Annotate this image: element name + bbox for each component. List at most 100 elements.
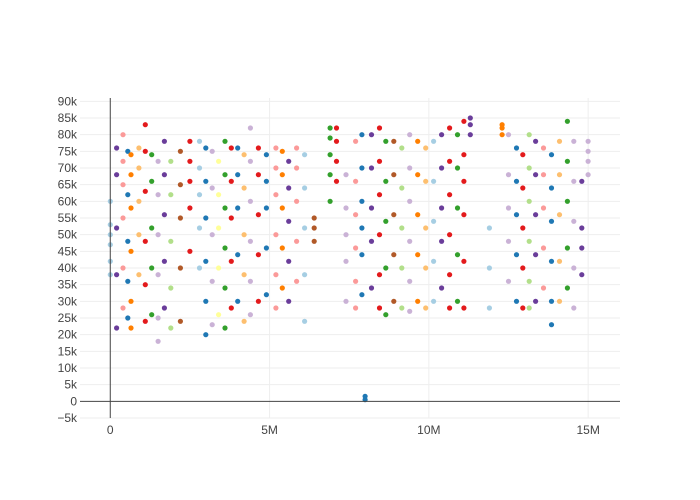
data-point[interactable] [343, 172, 349, 178]
data-point[interactable] [203, 258, 209, 264]
data-point[interactable] [222, 138, 228, 144]
data-point[interactable] [114, 325, 120, 331]
data-point[interactable] [571, 178, 577, 184]
data-point[interactable] [142, 318, 148, 324]
data-point[interactable] [168, 238, 174, 244]
data-point[interactable] [461, 178, 467, 184]
data-point[interactable] [407, 165, 413, 171]
data-point[interactable] [120, 158, 126, 164]
data-point[interactable] [540, 245, 547, 251]
data-point[interactable] [467, 132, 473, 138]
data-point[interactable] [564, 158, 571, 164]
data-point[interactable] [311, 238, 317, 244]
data-point[interactable] [161, 212, 167, 218]
data-point[interactable] [333, 125, 340, 131]
data-point[interactable] [454, 205, 461, 211]
data-point[interactable] [247, 158, 253, 164]
data-point[interactable] [343, 298, 349, 304]
data-point[interactable] [467, 122, 473, 128]
data-point[interactable] [279, 205, 285, 211]
data-point[interactable] [216, 312, 222, 318]
data-point[interactable] [368, 285, 375, 291]
data-point[interactable] [359, 252, 365, 258]
data-point[interactable] [359, 292, 365, 298]
data-point[interactable] [533, 298, 539, 304]
data-point[interactable] [222, 245, 228, 251]
data-point[interactable] [533, 252, 539, 258]
data-point[interactable] [362, 393, 368, 399]
data-point[interactable] [343, 258, 349, 264]
data-point[interactable] [505, 238, 512, 244]
data-point[interactable] [359, 165, 365, 171]
data-point[interactable] [353, 245, 359, 251]
data-point[interactable] [564, 245, 571, 251]
data-point[interactable] [294, 165, 300, 171]
data-point[interactable] [286, 185, 292, 191]
data-point[interactable] [376, 125, 383, 131]
data-point[interactable] [136, 145, 142, 151]
data-point[interactable] [177, 182, 183, 188]
data-point[interactable] [526, 165, 532, 171]
data-point[interactable] [125, 315, 131, 321]
data-point[interactable] [407, 198, 413, 204]
data-point[interactable] [222, 205, 228, 211]
data-point[interactable] [499, 122, 505, 128]
data-point[interactable] [368, 205, 375, 211]
data-point[interactable] [196, 225, 203, 231]
data-point[interactable] [241, 152, 247, 158]
data-point[interactable] [203, 145, 209, 151]
data-point[interactable] [120, 132, 126, 138]
data-point[interactable] [415, 212, 421, 218]
data-point[interactable] [209, 278, 215, 284]
data-point[interactable] [467, 115, 473, 121]
data-point[interactable] [235, 298, 241, 304]
data-point[interactable] [125, 238, 131, 244]
data-point[interactable] [196, 165, 203, 171]
data-point[interactable] [311, 225, 317, 231]
data-point[interactable] [540, 205, 547, 211]
data-point[interactable] [222, 285, 228, 291]
data-point[interactable] [564, 285, 571, 291]
data-point[interactable] [391, 172, 397, 178]
data-point[interactable] [279, 245, 285, 251]
data-point[interactable] [263, 245, 269, 251]
data-point[interactable] [273, 192, 279, 198]
data-point[interactable] [255, 252, 261, 258]
data-point[interactable] [513, 212, 520, 218]
data-point[interactable] [187, 178, 193, 184]
data-point[interactable] [273, 165, 279, 171]
data-point[interactable] [423, 225, 429, 231]
data-point[interactable] [579, 272, 585, 278]
data-point[interactable] [279, 285, 285, 291]
data-point[interactable] [125, 278, 131, 284]
data-point[interactable] [368, 238, 375, 244]
data-point[interactable] [439, 132, 445, 138]
data-point[interactable] [142, 148, 148, 154]
data-point[interactable] [407, 238, 413, 244]
data-point[interactable] [399, 145, 405, 151]
data-point[interactable] [128, 248, 134, 254]
data-point[interactable] [431, 178, 437, 184]
data-point[interactable] [302, 225, 308, 231]
data-point[interactable] [353, 178, 359, 184]
data-point[interactable] [142, 238, 148, 244]
data-point[interactable] [585, 138, 591, 144]
data-point[interactable] [247, 238, 253, 244]
data-point[interactable] [294, 238, 300, 244]
data-point[interactable] [286, 158, 292, 164]
data-point[interactable] [520, 225, 526, 231]
data-point[interactable] [136, 232, 142, 238]
data-point[interactable] [513, 178, 520, 184]
data-point[interactable] [585, 172, 591, 178]
data-point[interactable] [228, 258, 234, 264]
data-point[interactable] [196, 138, 203, 144]
data-point[interactable] [327, 152, 333, 158]
data-point[interactable] [161, 305, 167, 311]
data-point[interactable] [407, 132, 413, 138]
data-point[interactable] [391, 298, 397, 304]
data-point[interactable] [187, 158, 193, 164]
data-point[interactable] [540, 172, 547, 178]
data-point[interactable] [548, 185, 555, 191]
data-point[interactable] [564, 118, 571, 124]
data-point[interactable] [155, 272, 161, 278]
